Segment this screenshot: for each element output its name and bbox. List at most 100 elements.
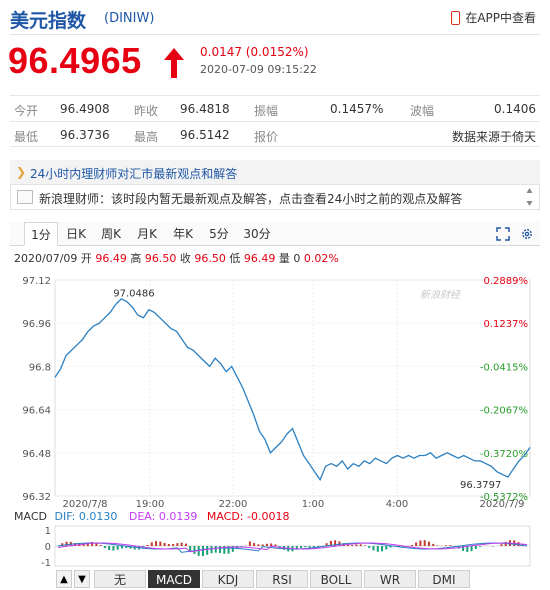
stats-row-2: 最低 96.3736 最高 96.5142 报价 数据来源于倚天 — [10, 121, 540, 147]
indicator-macd[interactable]: MACD — [148, 570, 200, 588]
y-tick-label: 96.96 — [22, 319, 51, 330]
y-right-tick-label: -0.2067% — [480, 406, 528, 417]
current-price: 96.4965 — [8, 40, 142, 81]
arrow-down-icon[interactable]: ▼ — [74, 570, 90, 588]
x-tick-label: 2020/7/8 — [63, 499, 108, 510]
y-right-tick-label: -0.3720% — [480, 449, 528, 460]
stat-label: 今开 — [14, 104, 39, 118]
tab-weekly-k[interactable]: 周K — [101, 227, 121, 241]
advisor-comments-title: 24小时内理财师对汇市最新观点和解答 — [30, 167, 238, 181]
stat-value: 96.4908 — [60, 102, 110, 116]
tab-1min[interactable]: 1分 — [24, 222, 58, 246]
tab-5min[interactable]: 5分 — [209, 227, 229, 241]
stat-label: 最高 — [134, 130, 159, 144]
y-axis-right: 0.2889% 0.1237% -0.0415% -0.2067% -0.3720% -0… — [480, 276, 528, 503]
macd-dif: DIF: 0.0130 — [54, 510, 118, 523]
macd-title: MACD — [14, 510, 47, 523]
dea-line — [57, 542, 528, 553]
macd-legend: MACD DIF: 0.0130 DEA: 0.0139 MACD: -0.00… — [14, 510, 289, 523]
ohlc-open-label: 开 — [80, 252, 92, 265]
macd-value: MACD: -0.0018 — [206, 510, 290, 523]
phone-icon — [451, 10, 461, 25]
tab-yearly-k[interactable]: 年K — [173, 227, 193, 241]
divider — [10, 34, 540, 35]
ohlc-high: 96.50 — [144, 252, 177, 265]
price-chart[interactable]: 97.12 96.96 96.8 96.64 96.48 96.32 0.2889% 0.1… — [0, 268, 550, 512]
advisor-comment-text: 新浪理财师：该时段内暂无最新观点及解答，点击查看24小时之前的观点及解答 — [39, 192, 463, 206]
tab-daily-k[interactable]: 日K — [66, 227, 86, 241]
page-title: 美元指数 — [10, 10, 87, 32]
stat-value: 0.1406 — [494, 102, 536, 116]
x-tick-label: 1:00 — [302, 499, 324, 510]
ohlc-low-label: 低 — [229, 252, 241, 265]
stat-value: 96.4818 — [180, 102, 230, 116]
stats-row-1: 今开 96.4908 昨收 96.4818 振幅 0.1457% 波幅 0.14… — [10, 95, 540, 121]
ohlc-volume-label: 量 — [278, 252, 290, 265]
arrow-up-icon — [164, 48, 184, 78]
indicator-wr[interactable]: WR — [364, 570, 416, 588]
tab-30min[interactable]: 30分 — [243, 227, 271, 241]
indicator-dmi[interactable]: DMI — [418, 570, 470, 588]
chart-frame — [54, 279, 531, 497]
y-tick-label: 96.64 — [22, 406, 51, 417]
stat-label: 波幅 — [410, 104, 435, 118]
arrow-up-icon[interactable]: ▲ — [56, 570, 72, 588]
macd-tick-label: -1 — [41, 558, 51, 568]
x-tick-label: 2020/7/9 — [480, 499, 525, 510]
open-in-app-link[interactable]: 在APP中查看 — [451, 9, 536, 26]
advisor-comments-header[interactable]: ❯ 24小时内理财师对汇市最新观点和解答 — [10, 160, 540, 184]
y-right-tick-label: 0.2889% — [484, 276, 529, 287]
tab-monthly-k[interactable]: 月K — [137, 227, 157, 241]
indicator-kdj[interactable]: KDJ — [202, 570, 254, 588]
ohlc-low: 96.49 — [243, 252, 276, 265]
x-tick-label: 19:00 — [136, 499, 165, 510]
ohlc-date: 2020/07/09 — [14, 252, 78, 265]
y-tick-label: 96.48 — [22, 449, 51, 460]
symbol-code: (DINIW) — [104, 11, 155, 26]
min-annotation: 96.3797 — [460, 480, 501, 491]
avatar — [17, 190, 33, 204]
x-tick-label: 4:00 — [386, 499, 408, 510]
advisor-comment[interactable]: 新浪理财师：该时段内暂无最新观点及解答，点击查看24小时之前的观点及解答 — [10, 184, 540, 210]
price-line — [54, 298, 531, 482]
macd-tick-label: 0 — [45, 542, 51, 553]
fullscreen-icon[interactable] — [496, 227, 510, 241]
x-tick-label: 22:00 — [219, 499, 248, 510]
stat-value: 0.1457% — [330, 102, 384, 116]
chart-grid — [54, 279, 531, 497]
ohlc-readout: 2020/07/09 开 96.49 高 96.50 收 96.50 低 96.… — [14, 250, 339, 266]
stat-value: 96.5142 — [180, 128, 230, 142]
stat-value: 96.3736 — [60, 128, 110, 142]
indicator-rsi[interactable]: RSI — [256, 570, 308, 588]
stat-label: 振幅 — [254, 104, 279, 118]
ohlc-volume: 0 — [293, 252, 301, 265]
chevron-right-icon: ❯ — [16, 165, 27, 179]
y-right-tick-label: 0.1237% — [484, 319, 529, 330]
ohlc-change-pct: 0.02% — [303, 252, 339, 265]
quote-timestamp: 2020-07-09 09:15:22 — [200, 63, 317, 76]
ohlc-close-label: 收 — [179, 252, 191, 265]
scroll-arrows-icon[interactable] — [526, 187, 533, 207]
macd-chart: 1 0 -1 — [41, 525, 531, 568]
macd-tick-label: 1 — [45, 526, 51, 537]
indicator-boll[interactable]: BOLL — [310, 570, 362, 588]
watermark: 新浪财经 — [420, 289, 461, 301]
ohlc-open: 96.49 — [95, 252, 127, 265]
y-right-tick-label: -0.5372% — [480, 492, 528, 503]
gear-icon[interactable] — [520, 227, 534, 241]
indicator-none[interactable]: 无 — [94, 570, 146, 588]
stat-label: 报价 — [254, 130, 279, 144]
stat-label: 最低 — [14, 130, 39, 144]
ohlc-close: 96.50 — [194, 252, 226, 265]
x-axis: 2020/7/8 19:00 22:00 1:00 4:00 2020/7/9 — [63, 499, 525, 510]
max-annotation: 97.0486 — [113, 288, 154, 299]
y-right-tick-label: -0.0415% — [480, 362, 528, 373]
stat-label: 昨收 — [134, 104, 159, 118]
ohlc-high-label: 高 — [130, 252, 142, 265]
period-tabs: 1分 日K 周K 月K 年K 5分 30分 — [10, 222, 540, 246]
y-axis-left: 97.12 96.96 96.8 96.64 96.48 96.32 — [22, 276, 51, 503]
price-change: 0.0147 (0.0152%) — [200, 45, 309, 59]
open-in-app-label: 在APP中查看 — [465, 11, 536, 25]
y-tick-label: 96.8 — [29, 362, 51, 373]
macd-dea: DEA: 0.0139 — [128, 510, 198, 523]
